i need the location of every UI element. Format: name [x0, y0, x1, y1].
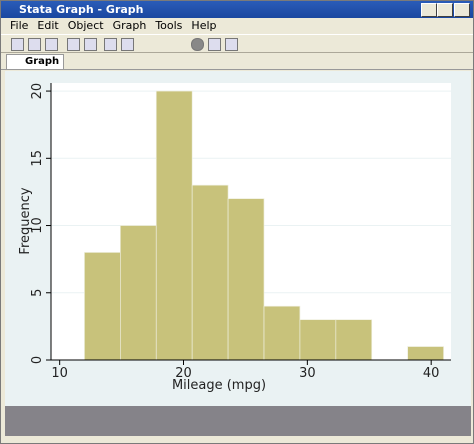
- bar: [407, 346, 444, 361]
- bar: [299, 319, 337, 361]
- toolbar: [1, 34, 473, 53]
- tab[interactable]: Graph: [6, 54, 65, 69]
- bar: [227, 198, 265, 361]
- y-tick-label: 5: [30, 289, 45, 297]
- tool-button[interactable]: [28, 38, 41, 51]
- menu-item[interactable]: Tools: [155, 19, 183, 32]
- x-tick-label: 30: [299, 366, 316, 381]
- tab-bar: Graph: [1, 53, 473, 70]
- menu-bar: File Edit Object Graph Tools Help: [1, 18, 473, 33]
- y-tick-label: 15: [30, 150, 45, 167]
- x-axis-label: Mileage (mpg): [172, 378, 266, 393]
- bar: [335, 319, 373, 361]
- y-tick-label: 20: [30, 83, 45, 100]
- window-title: Stata Graph - Graph: [19, 3, 144, 16]
- bar: [84, 252, 121, 361]
- tool-button[interactable]: [104, 38, 117, 51]
- menu-item[interactable]: Help: [191, 19, 217, 32]
- tool-button[interactable]: [208, 38, 221, 51]
- menu-item[interactable]: Edit: [37, 19, 59, 32]
- y-tick-label: 0: [30, 356, 45, 364]
- chart: Mileage (mpg) Frequency 0 5 10 15 20 10 20 30 40: [5, 71, 471, 406]
- x-tick-label: 20: [175, 366, 192, 381]
- tool-button[interactable]: [11, 38, 24, 51]
- tool-button[interactable]: [121, 38, 134, 51]
- bar: [119, 225, 157, 361]
- menu-item[interactable]: File: [10, 19, 29, 32]
- bar: [155, 90, 193, 361]
- menu-item[interactable]: Object: [67, 19, 104, 32]
- tool-button[interactable]: [225, 38, 238, 51]
- maximize[interactable]: [437, 3, 453, 17]
- tool-button[interactable]: [67, 38, 80, 51]
- tool-button[interactable]: [191, 38, 204, 51]
- bar: [191, 184, 229, 361]
- x-tick-label: 10: [51, 366, 68, 381]
- minimize[interactable]: [421, 3, 437, 17]
- title-bar: Stata Graph - Graph: [1, 1, 473, 18]
- close[interactable]: [454, 3, 470, 17]
- bar: [263, 305, 301, 361]
- tool-button[interactable]: [45, 38, 58, 51]
- status-area: [5, 406, 471, 436]
- menu-item[interactable]: Graph: [112, 19, 147, 32]
- x-tick-label: 40: [423, 366, 440, 381]
- y-axis-label: Frequency: [18, 187, 33, 254]
- tool-button[interactable]: [84, 38, 97, 51]
- y-tick-label: 10: [30, 217, 45, 234]
